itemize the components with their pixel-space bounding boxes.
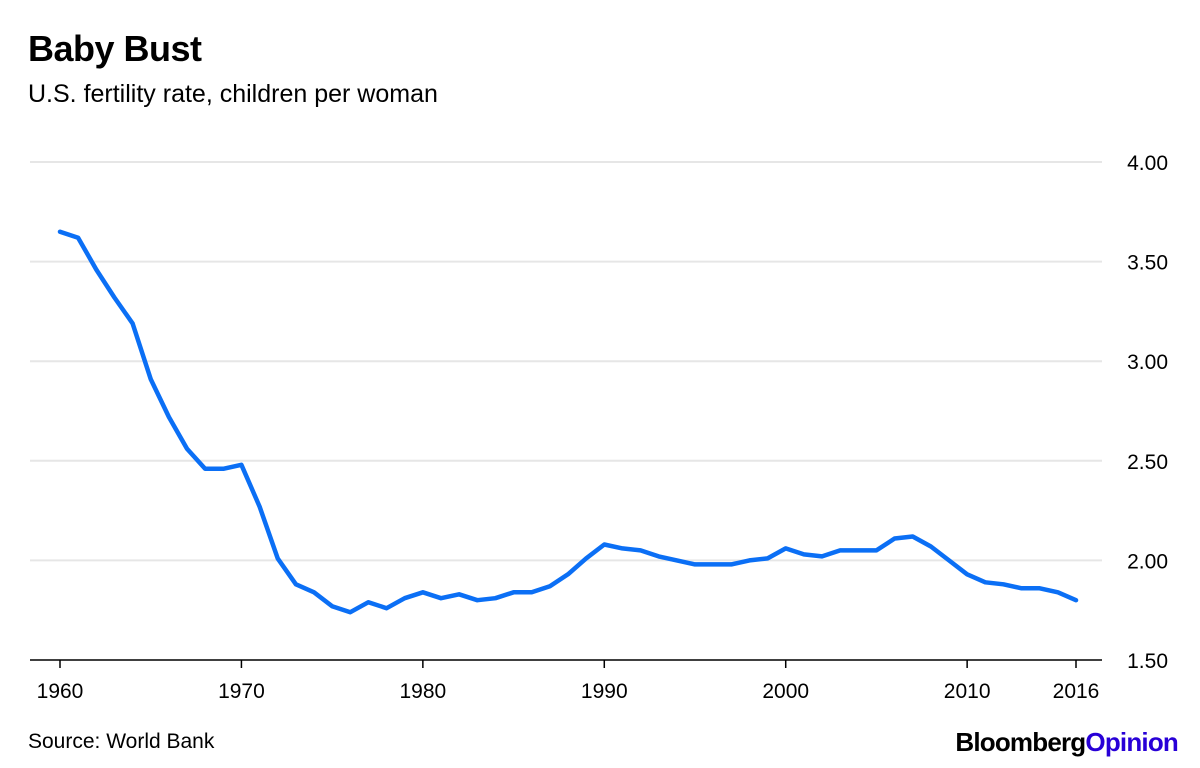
x-tick-label: 2016 — [1053, 680, 1100, 703]
x-tick-label: 2010 — [944, 680, 991, 703]
y-axis-ticks: 1.50 2.00 2.50 3.00 3.50 4.00 — [1127, 152, 1168, 673]
grid-lines — [30, 161, 1102, 562]
bloomberg-opinion-logo: BloombergOpinion — [955, 727, 1178, 758]
y-tick-label: 3.50 — [1127, 252, 1168, 275]
x-tick-label: 2000 — [762, 680, 809, 703]
chart-subtitle: U.S. fertility rate, children per woman — [28, 80, 438, 108]
y-tick-label: 4.00 — [1127, 152, 1168, 175]
x-tick-label: 1970 — [218, 680, 265, 703]
brand-name: Bloomberg — [955, 727, 1086, 757]
x-axis: 1960 1970 1980 1990 2000 2010 2016 — [30, 659, 1102, 703]
chart-title: Baby Bust — [28, 28, 202, 69]
y-tick-label: 2.00 — [1127, 550, 1168, 573]
y-tick-label: 2.50 — [1127, 451, 1168, 474]
series-layer — [57, 229, 1079, 615]
y-tick-label: 1.50 — [1127, 650, 1168, 673]
x-tick-label: 1990 — [581, 680, 628, 703]
y-tick-label: 3.00 — [1127, 351, 1168, 374]
source-note: Source: World Bank — [28, 730, 215, 753]
brand-section: Opinion — [1085, 727, 1178, 757]
x-tick-label: 1960 — [37, 680, 84, 703]
x-tick-label: 1980 — [399, 680, 446, 703]
fertility-rate-line — [57, 229, 1079, 615]
